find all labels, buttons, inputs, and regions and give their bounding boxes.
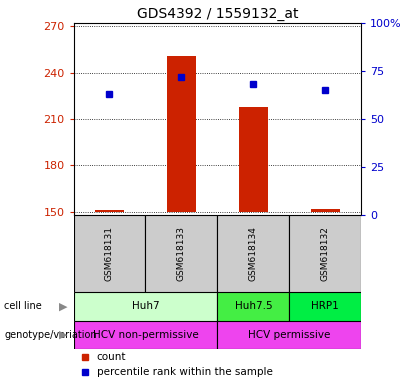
Bar	[74, 215, 145, 292]
Title: GDS4392 / 1559132_at: GDS4392 / 1559132_at	[136, 7, 298, 21]
Text: HRP1: HRP1	[311, 301, 339, 311]
Bar	[167, 56, 196, 212]
Text: HCV non-permissive: HCV non-permissive	[92, 330, 198, 340]
Bar	[74, 321, 218, 349]
Bar	[218, 292, 289, 321]
Text: cell line: cell line	[4, 301, 42, 311]
Text: GSM618134: GSM618134	[249, 226, 258, 281]
Bar	[289, 292, 361, 321]
Text: count: count	[97, 352, 126, 362]
Text: Huh7.5: Huh7.5	[234, 301, 272, 311]
Bar	[218, 321, 361, 349]
Bar	[145, 215, 218, 292]
Text: Huh7: Huh7	[131, 301, 159, 311]
Text: GSM618133: GSM618133	[177, 226, 186, 281]
Bar	[74, 292, 218, 321]
Text: HCV permissive: HCV permissive	[248, 330, 331, 340]
Bar	[95, 210, 124, 212]
Text: GSM618132: GSM618132	[321, 226, 330, 281]
Text: ▶: ▶	[59, 330, 67, 340]
Bar	[239, 107, 268, 212]
Text: genotype/variation: genotype/variation	[4, 330, 97, 340]
Text: GSM618131: GSM618131	[105, 226, 114, 281]
Bar	[311, 209, 340, 212]
Bar	[218, 215, 289, 292]
Text: ▶: ▶	[59, 301, 67, 311]
Text: percentile rank within the sample: percentile rank within the sample	[97, 367, 273, 377]
Bar	[289, 215, 361, 292]
